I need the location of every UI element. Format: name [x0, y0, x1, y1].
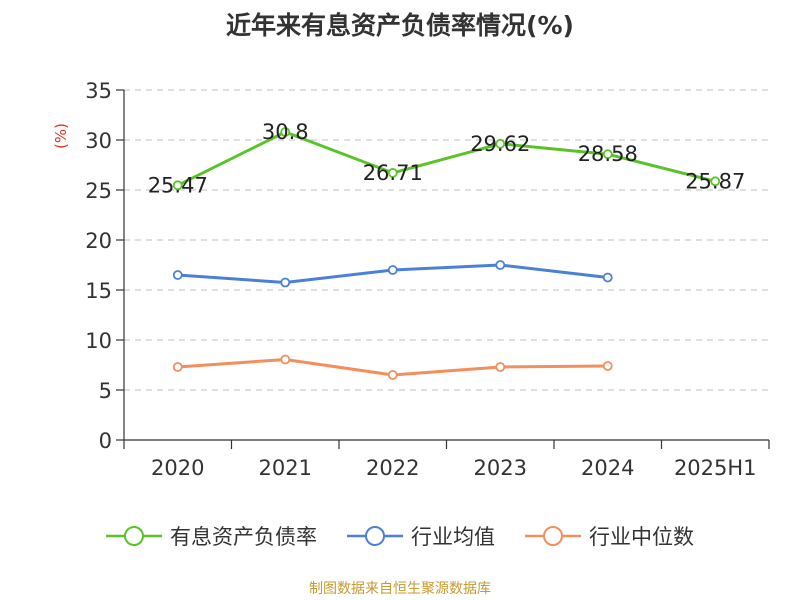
data-point[interactable] — [495, 260, 506, 270]
data-label: 26.71 — [363, 161, 423, 185]
source-note: 制图数据来自恒生聚源数据库 — [309, 581, 491, 597]
data-label: 29.62 — [470, 132, 530, 156]
data-point[interactable] — [710, 176, 721, 187]
legend-swatch-blue-icon — [347, 526, 403, 546]
data-point[interactable] — [495, 138, 506, 149]
data-point[interactable] — [172, 180, 183, 191]
legend-item-industry-median[interactable]: 行业中位数 — [525, 521, 694, 551]
grid-lines — [124, 89, 769, 391]
data-label: 28.58 — [578, 142, 638, 166]
data-point[interactable] — [495, 362, 506, 372]
data-point[interactable] — [280, 127, 291, 137]
data-point[interactable] — [172, 270, 183, 280]
data-point[interactable] — [602, 361, 613, 371]
legend-label-industry-mean: 行业均值 — [411, 525, 495, 549]
chart-title: 近年来有息资产负债率情况(%) — [226, 11, 574, 40]
legend: 有息资产负债率 行业均值 行业中位数 — [0, 521, 800, 551]
x-tick-label: 2023 — [474, 456, 527, 480]
legend-label-debt-ratio: 有息资产负债率 — [170, 525, 317, 549]
data-point[interactable] — [602, 272, 613, 283]
data-point[interactable] — [280, 277, 291, 288]
data-label: 25.87 — [685, 169, 745, 193]
legend-item-debt-ratio[interactable]: 有息资产负债率 — [106, 521, 317, 551]
y-tick-label: 5 — [99, 379, 112, 403]
x-tick-label: 2024 — [581, 456, 634, 480]
y-tick-label: 25 — [85, 179, 112, 203]
legend-swatch-green-icon — [106, 526, 162, 546]
data-label: 30.8 — [262, 120, 309, 144]
y-tick-label: 10 — [85, 329, 112, 353]
data-point[interactable] — [602, 149, 613, 160]
legend-item-industry-mean[interactable]: 行业均值 — [347, 521, 495, 551]
y-tick-label: 15 — [85, 279, 112, 303]
data-point[interactable] — [172, 362, 183, 372]
axes: 0 5 10 15 20 25 30 35 2020 2021 2022 2023 2024 2025H1 — [85, 79, 770, 480]
legend-swatch-orange-icon — [525, 526, 581, 546]
y-tick-label: 35 — [85, 79, 112, 103]
series-group — [172, 127, 721, 380]
data-point[interactable] — [387, 370, 398, 380]
series-line-0 — [177, 130, 716, 187]
x-tick-label: 2020 — [151, 456, 204, 480]
y-tick-label: 0 — [99, 429, 112, 453]
data-point[interactable] — [387, 167, 398, 178]
y-tick-label: 30 — [85, 129, 112, 153]
data-label: 25.47 — [148, 173, 208, 197]
legend-label-industry-median: 行业中位数 — [589, 525, 694, 549]
y-tick-label: 20 — [85, 229, 112, 253]
x-tick-label: 2025H1 — [674, 456, 757, 480]
x-tick-label: 2022 — [366, 456, 419, 480]
data-labels: 25.47 30.8 26.71 29.62 28.58 25.87 — [148, 120, 746, 197]
data-point[interactable] — [387, 265, 398, 275]
data-point[interactable] — [280, 354, 291, 365]
x-tick-label: 2021 — [259, 456, 312, 480]
